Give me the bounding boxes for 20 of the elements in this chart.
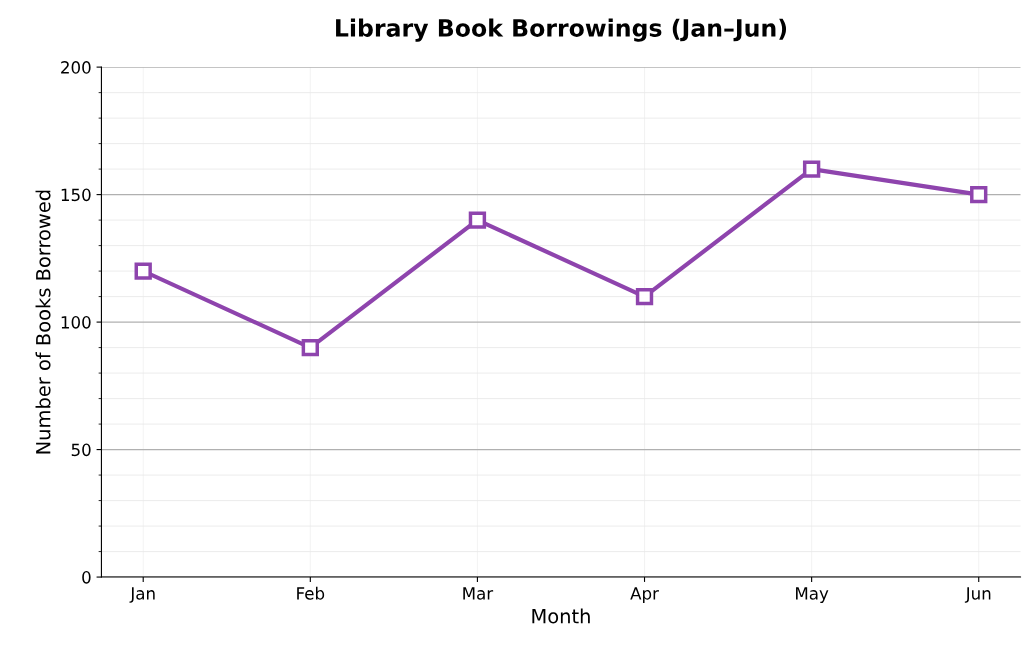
point (635, 287, 654, 306)
y-tick-label: 150 (61, 188, 91, 202)
y-axis-title: Number of Books Borrowed (35, 190, 51, 454)
point (802, 160, 821, 178)
x-axis-title: Month (532, 608, 590, 624)
point (468, 211, 487, 229)
point (970, 185, 988, 204)
y-tick-label: 100 (61, 316, 91, 329)
x-tick-label: Jan (129, 587, 155, 603)
x-tick-label: Apr (630, 587, 659, 603)
x-tick-label: Mar (463, 587, 494, 600)
y-tick-label: 200 (61, 61, 91, 74)
y-tick-label: 0 (82, 571, 91, 584)
chart-title: Library Book Borrowings (Jan–Jun) (336, 18, 787, 42)
x-tick-label: Jun (964, 587, 991, 603)
y-tick-label: 50 (71, 443, 91, 457)
x-tick-label: May (796, 587, 829, 603)
point (134, 262, 152, 280)
x-tick-label: Feb (297, 586, 325, 600)
point (301, 338, 319, 357)
